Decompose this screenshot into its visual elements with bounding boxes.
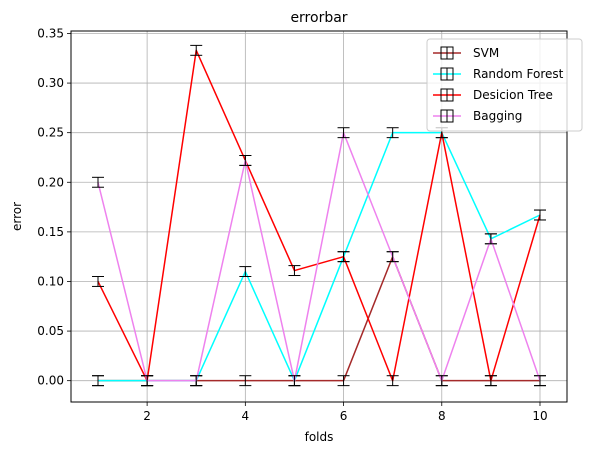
error-bar [533, 209, 546, 221]
y-tick-label: 0.10 [37, 274, 64, 288]
error-bar [337, 127, 350, 139]
legend-box [426, 38, 583, 132]
error-bar [92, 176, 105, 188]
x-tick-label: 10 [532, 409, 547, 423]
y-tick-label: 0.30 [37, 76, 64, 90]
legend-label: Bagging [473, 109, 522, 123]
x-tick-label: 2 [143, 409, 151, 423]
y-tick-label: 0.35 [37, 26, 64, 40]
x-tick-label: 8 [438, 409, 446, 423]
legend-item: SVM [433, 46, 499, 60]
legend-label: Desicion Tree [473, 88, 553, 102]
y-tick-label: 0.05 [37, 324, 64, 338]
chart-title: errorbar [290, 10, 347, 26]
error-bar [435, 375, 448, 387]
error-bar [288, 265, 301, 277]
grid [71, 31, 567, 402]
error-bar [386, 127, 399, 139]
plot-series [92, 44, 546, 387]
error-bar [386, 251, 399, 263]
error-bar [239, 154, 252, 166]
error-bar [92, 276, 105, 287]
legend: SVM Random Forest Desicion Tree Bagging [426, 38, 583, 132]
series-line [97, 49, 541, 382]
plot-frame [70, 30, 568, 403]
y-tick-label: 0.15 [37, 225, 64, 239]
x-tick-label: 4 [242, 409, 250, 423]
error-bar [92, 375, 105, 387]
error-bar [141, 375, 154, 387]
y-tick-label: 0.25 [37, 126, 64, 140]
error-bar [239, 375, 252, 387]
x-tick-label: 6 [340, 409, 348, 423]
y-tick-label: 0.00 [37, 374, 64, 388]
error-bar [190, 44, 203, 56]
y-tick-label: 0.20 [37, 175, 64, 189]
error-bar [288, 375, 301, 387]
legend-label: Random Forest [473, 67, 564, 81]
error-bar [337, 375, 350, 387]
x-axis-label: folds [305, 430, 334, 444]
legend-item: Bagging [433, 109, 522, 123]
legend-label: SVM [473, 46, 499, 60]
error-bar [484, 233, 497, 245]
error-bar [484, 375, 497, 387]
legend-item: Desicion Tree [433, 88, 553, 102]
error-bar [533, 375, 546, 387]
error-bar [337, 251, 350, 263]
legend-item: Random Forest [433, 67, 564, 81]
series-bagging [92, 127, 546, 387]
y-axis-label: error [10, 202, 24, 231]
axis-ticks: 2 4 6 8 10 0.00 0.05 0.10 0.15 0.20 0.25 0.30 0.35 [37, 26, 547, 423]
error-bar [239, 266, 252, 278]
error-bar [386, 375, 399, 387]
error-bar [190, 375, 203, 387]
series-line [97, 131, 541, 382]
